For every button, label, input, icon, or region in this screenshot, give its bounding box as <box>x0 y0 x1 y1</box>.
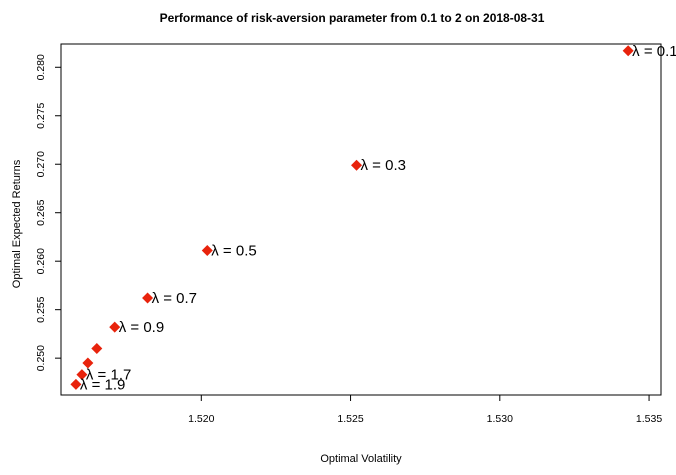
x-axis: 1.520 1.525 1.530 1.535 <box>188 395 662 425</box>
y-tick-label: 0.280 <box>35 54 47 80</box>
chart-title: Performance of risk-aversion parameter f… <box>160 11 545 25</box>
y-tick-label: 0.270 <box>35 151 47 177</box>
point-label: λ = 1.7 <box>86 367 131 384</box>
data-point <box>351 159 363 171</box>
data-point <box>622 45 634 57</box>
plot-frame <box>60 43 662 396</box>
y-tick-label: 0.275 <box>35 102 47 128</box>
point-label: λ = 1.9 <box>80 376 125 393</box>
x-tick-label: 1.530 <box>487 413 513 425</box>
point-label: λ = 0.1 <box>632 43 676 60</box>
data-points <box>70 45 634 390</box>
x-tick-label: 1.535 <box>636 413 662 425</box>
y-tick-label: 0.250 <box>35 345 47 371</box>
data-point <box>109 321 121 333</box>
x-tick-label: 1.525 <box>337 413 363 425</box>
data-point <box>142 292 154 304</box>
data-point <box>76 369 88 381</box>
data-point <box>70 378 82 390</box>
y-axis: 0.250 0.255 0.260 0.265 0.270 0.275 0.280 <box>35 54 61 371</box>
point-label: λ = 0.7 <box>152 290 197 307</box>
data-point <box>82 357 94 369</box>
point-label: λ = 0.5 <box>211 243 256 260</box>
y-tick-label: 0.255 <box>35 296 47 322</box>
y-tick-label: 0.260 <box>35 248 47 274</box>
y-tick-label: 0.265 <box>35 199 47 225</box>
y-axis-label: Optimal Expected Returns <box>11 159 23 288</box>
point-label: λ = 0.9 <box>119 319 164 336</box>
x-axis-label: Optimal Volatility <box>320 453 402 465</box>
data-point <box>91 342 103 354</box>
point-labels: λ = 0.1 λ = 0.3 λ = 0.5 λ = 0.7 λ = 0.9 λ = 1… <box>80 43 676 394</box>
data-point <box>201 245 213 257</box>
point-label: λ = 0.3 <box>361 157 406 174</box>
x-tick-label: 1.520 <box>188 413 214 425</box>
